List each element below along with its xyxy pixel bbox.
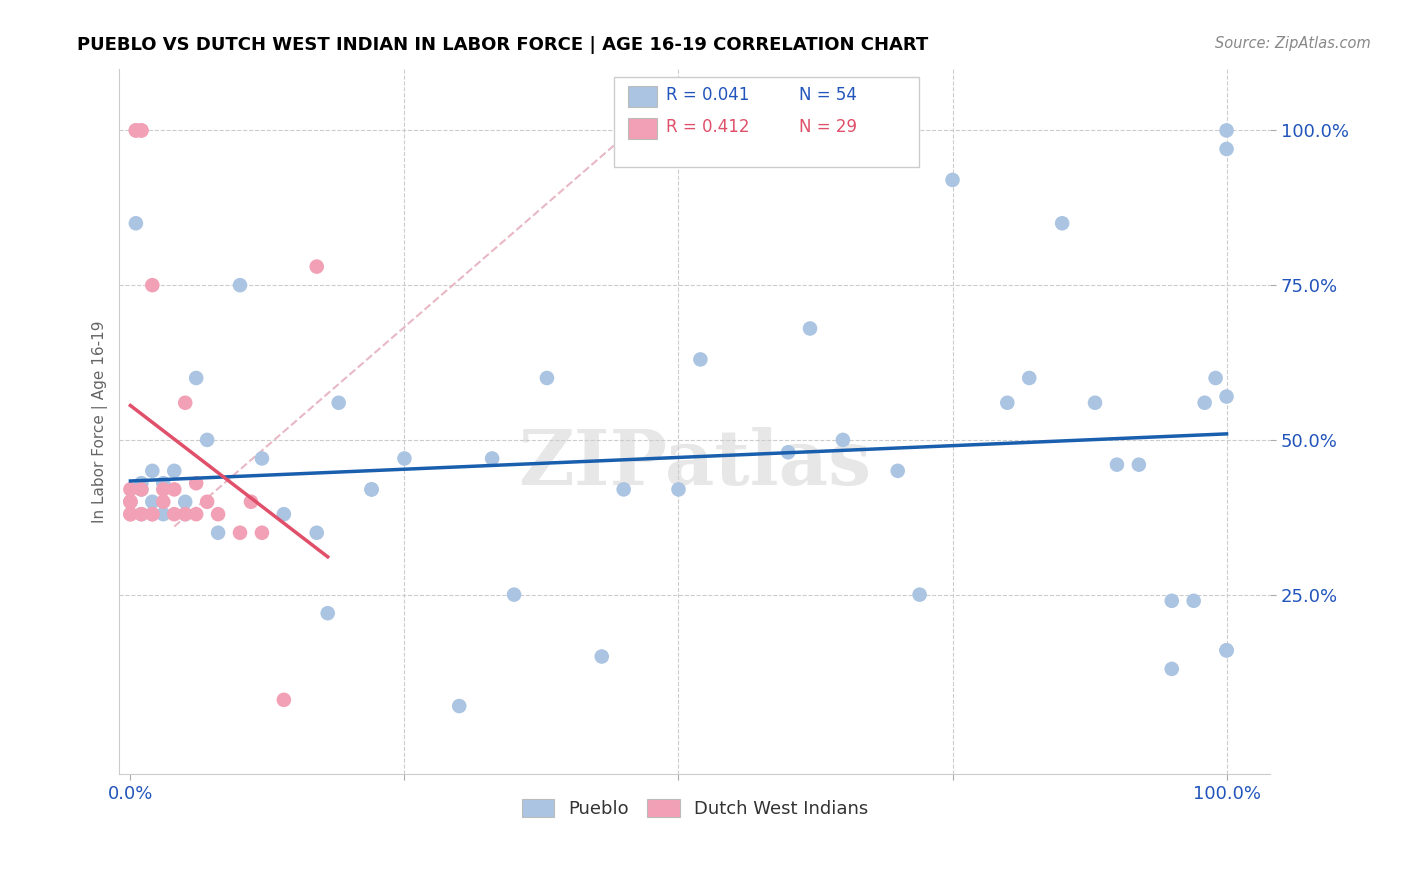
Point — [250, 451, 273, 466]
Bar — [628, 118, 657, 139]
Point — [799, 321, 821, 335]
Point — [1182, 594, 1205, 608]
Point — [186, 371, 208, 385]
Bar — [628, 87, 657, 107]
Point — [273, 693, 295, 707]
Point — [503, 588, 526, 602]
Point — [250, 525, 273, 540]
Point — [481, 451, 503, 466]
Point — [360, 483, 382, 497]
Point — [120, 495, 142, 509]
Point — [195, 495, 218, 509]
Point — [152, 495, 174, 509]
Point — [689, 352, 711, 367]
Point — [536, 371, 558, 385]
Point — [394, 451, 416, 466]
Point — [174, 396, 197, 410]
FancyBboxPatch shape — [614, 77, 920, 168]
Point — [120, 495, 142, 509]
Point — [163, 507, 186, 521]
Point — [1215, 643, 1237, 657]
Point — [305, 525, 328, 540]
Point — [141, 464, 163, 478]
Point — [131, 483, 153, 497]
Point — [174, 507, 197, 521]
Point — [1205, 371, 1227, 385]
Point — [120, 495, 142, 509]
Point — [131, 483, 153, 497]
Point — [240, 495, 263, 509]
Point — [1084, 396, 1107, 410]
Point — [186, 507, 208, 521]
Point — [1215, 123, 1237, 137]
Point — [1160, 594, 1182, 608]
Point — [1215, 390, 1237, 404]
Point — [316, 606, 339, 620]
Point — [131, 123, 153, 137]
Point — [131, 476, 153, 491]
Point — [886, 464, 908, 478]
Legend: Pueblo, Dutch West Indians: Pueblo, Dutch West Indians — [515, 791, 876, 825]
Point — [195, 433, 218, 447]
Point — [449, 699, 471, 714]
Point — [207, 507, 229, 521]
Point — [1128, 458, 1150, 472]
Point — [141, 495, 163, 509]
Point — [120, 507, 142, 521]
Point — [613, 483, 636, 497]
Point — [229, 525, 252, 540]
Point — [941, 173, 963, 187]
Point — [163, 483, 186, 497]
Point — [1105, 458, 1128, 472]
Point — [229, 278, 252, 293]
Point — [1050, 216, 1073, 230]
Point — [668, 483, 690, 497]
Point — [1018, 371, 1040, 385]
Text: N = 54: N = 54 — [799, 87, 856, 104]
Point — [778, 445, 800, 459]
Text: R = 0.041: R = 0.041 — [666, 87, 749, 104]
Point — [1215, 643, 1237, 657]
Point — [186, 476, 208, 491]
Point — [1215, 142, 1237, 156]
Point — [131, 507, 153, 521]
Point — [360, 483, 382, 497]
Point — [131, 123, 153, 137]
Y-axis label: In Labor Force | Age 16-19: In Labor Force | Age 16-19 — [93, 320, 108, 523]
Text: R = 0.412: R = 0.412 — [666, 118, 749, 136]
Point — [273, 507, 295, 521]
Point — [131, 507, 153, 521]
Point — [1194, 396, 1216, 410]
Point — [141, 507, 163, 521]
Point — [125, 123, 148, 137]
Point — [141, 278, 163, 293]
Text: PUEBLO VS DUTCH WEST INDIAN IN LABOR FORCE | AGE 16-19 CORRELATION CHART: PUEBLO VS DUTCH WEST INDIAN IN LABOR FOR… — [77, 36, 928, 54]
Point — [152, 476, 174, 491]
Text: Source: ZipAtlas.com: Source: ZipAtlas.com — [1215, 36, 1371, 51]
Point — [174, 495, 197, 509]
Point — [1160, 662, 1182, 676]
Point — [328, 396, 350, 410]
Point — [120, 507, 142, 521]
Point — [152, 507, 174, 521]
Point — [174, 507, 197, 521]
Point — [125, 216, 148, 230]
Point — [125, 123, 148, 137]
Point — [152, 483, 174, 497]
Text: ZIPatlas: ZIPatlas — [519, 426, 872, 500]
Point — [995, 396, 1018, 410]
Point — [832, 433, 855, 447]
Point — [163, 464, 186, 478]
Point — [207, 525, 229, 540]
Point — [591, 649, 613, 664]
Text: N = 29: N = 29 — [799, 118, 856, 136]
Point — [908, 588, 931, 602]
Point — [120, 483, 142, 497]
Point — [141, 507, 163, 521]
Point — [305, 260, 328, 274]
